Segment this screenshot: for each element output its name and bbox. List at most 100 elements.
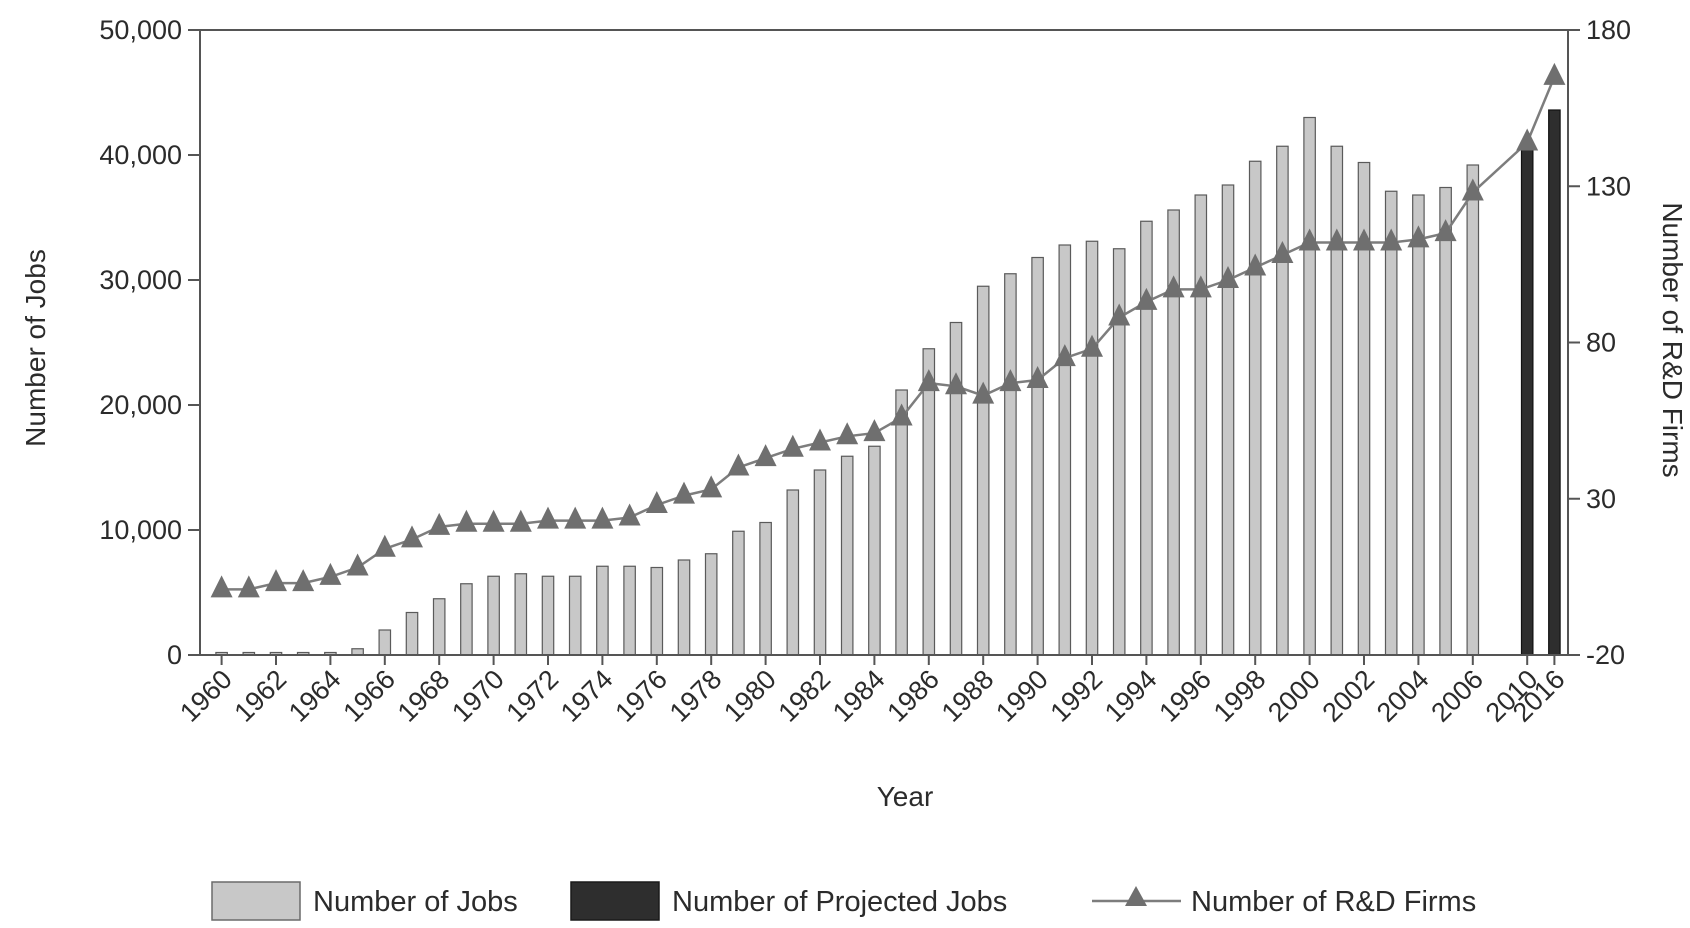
rd-firms-marker-1998 (1244, 253, 1267, 276)
rd-firms-marker-1962 (265, 569, 287, 592)
y-tick-label: 0 (167, 640, 182, 670)
rd-firms-marker-1969 (455, 509, 478, 532)
x-tick-label: 1976 (609, 664, 673, 728)
jobs-bar-1989 (1004, 273, 1017, 656)
x-tick-label: 1996 (1153, 664, 1217, 728)
rd-firms-marker-1989 (999, 369, 1022, 392)
y-axis-title: Number of Jobs (20, 249, 51, 447)
rd-firms-marker-1990 (1026, 366, 1049, 388)
rd-firms-marker-1961 (237, 575, 260, 598)
x-tick-label: 1968 (392, 664, 456, 728)
rd-firms-marker-1982 (809, 428, 831, 451)
x-axis-title: Year (877, 781, 934, 812)
jobs-bar-2001 (1330, 145, 1344, 656)
rd-firms-marker-1984 (863, 419, 886, 442)
x-tick-label: 1962 (229, 664, 293, 728)
x-tick-label: 1984 (827, 664, 891, 728)
rd-firms-marker-1985 (890, 403, 913, 426)
jobs-bar-1972 (541, 575, 555, 656)
jobs-bar-1991 (1058, 244, 1072, 656)
jobs-bar-1973 (568, 575, 582, 656)
rd-firms-marker-2010 (1516, 128, 1539, 151)
rd-firms-marker-1992 (1081, 334, 1103, 357)
rd-firms-marker-2001 (1325, 228, 1348, 251)
jobs-bar-1970 (487, 575, 500, 656)
rd-firms-marker-1980 (754, 444, 777, 467)
rd-firms-marker-1986 (917, 369, 940, 392)
rd-firms-marker-2003 (1380, 228, 1403, 251)
rd-firms-marker-1976 (645, 491, 668, 513)
rd-firms-marker-1960 (210, 575, 233, 598)
rd-firms-marker-1972 (537, 506, 559, 529)
rd-firms-marker-1971 (509, 509, 532, 532)
rd-firms-marker-1997 (1217, 266, 1239, 288)
y-tick-label: 10,000 (99, 515, 182, 545)
y2-tick-label: 130 (1586, 171, 1631, 201)
x-tick-label: 1972 (501, 664, 565, 728)
legend-label-jobs: Number of Jobs (313, 886, 518, 918)
jobs-bar-2000 (1303, 116, 1316, 656)
rd-firms-marker-1968 (428, 512, 451, 535)
jobs-bar-2005 (1439, 186, 1452, 656)
rd-firms-marker-1987 (945, 372, 967, 395)
rd-firms-marker-2002 (1353, 228, 1375, 251)
x-tick-label: 1986 (881, 664, 945, 728)
x-tick-label: 2002 (1317, 664, 1381, 728)
rd-firms-marker-1996 (1189, 275, 1212, 298)
rd-firms-marker-2000 (1298, 228, 1321, 251)
jobs-bar-1982 (813, 469, 827, 656)
jobs-bar-1974 (596, 565, 609, 656)
rd-firms-marker-1983 (836, 422, 859, 445)
rd-firms-marker-1995 (1162, 275, 1185, 298)
rd-firms-marker-1964 (319, 562, 342, 585)
x-tick-label: 1998 (1208, 664, 1272, 728)
y2-tick-label: 30 (1586, 484, 1616, 514)
legend-swatch-jobs (211, 881, 301, 921)
jobs-bar-2003 (1384, 190, 1398, 656)
jobs-bar-1999 (1276, 145, 1289, 656)
jobs-bar-1977 (677, 559, 691, 656)
jobs-bar-1998 (1248, 160, 1262, 656)
rd-firms-marker-1970 (482, 509, 505, 532)
rd-firms-marker-1979 (727, 453, 750, 476)
x-tick-label: 1992 (1045, 664, 1109, 728)
legend-swatch-projected-jobs (570, 881, 660, 921)
rd-firms-marker-2006 (1461, 178, 1484, 201)
jobs-bar-2006 (1466, 164, 1480, 656)
rd-firms-marker-2004 (1407, 225, 1430, 248)
x-tick-label: 2000 (1262, 664, 1326, 728)
x-tick-label: 2004 (1371, 664, 1435, 728)
jobs-bar-1980 (759, 521, 772, 656)
rd-firms-marker-1994 (1135, 287, 1158, 310)
jobs-bar-1967 (405, 611, 419, 656)
rd-firms-marker-1988 (972, 381, 995, 404)
y2-tick-label: -20 (1586, 640, 1625, 670)
rd-firms-marker-1991 (1053, 344, 1076, 367)
x-tick-label: 1970 (446, 664, 510, 728)
y-tick-label: 20,000 (99, 390, 182, 420)
x-tick-label: 1966 (337, 664, 401, 728)
y2-tick-label: 180 (1586, 15, 1631, 45)
x-tick-label: 1980 (718, 664, 782, 728)
jobs-bar-1994 (1140, 220, 1153, 656)
rd-firms-marker-1966 (373, 534, 396, 557)
jobs-bar-1966 (378, 629, 392, 656)
rd-firms-marker-1973 (564, 506, 587, 529)
jobs-bar-1968 (432, 598, 446, 656)
rd-firms-marker-1974 (591, 506, 614, 529)
x-tick-label: 1994 (1099, 664, 1163, 728)
jobs-bar-1992 (1085, 240, 1099, 656)
rd-firms-marker-1993 (1108, 303, 1131, 326)
line-layer (210, 62, 1566, 598)
projected-jobs-bar-2016 (1548, 109, 1561, 656)
y2-tick-label: 80 (1586, 328, 1616, 358)
x-tick-label: 1960 (174, 664, 238, 728)
rd-firms-marker-2016 (1543, 62, 1566, 85)
rd-firms-marker-1975 (618, 503, 641, 526)
x-tick-label: 1988 (936, 664, 1000, 728)
rd-firms-line (221, 76, 1556, 591)
jobs-bar-1983 (840, 455, 854, 656)
rd-firms-marker-1967 (401, 525, 423, 548)
legend: Number of Jobs Number of Projected Jobs … (211, 881, 1476, 921)
